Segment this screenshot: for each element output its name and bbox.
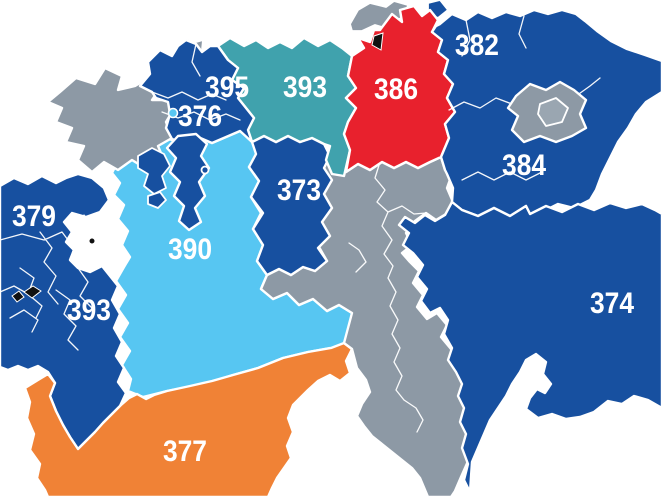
region-376-enclave-dot[interactable] (200, 165, 210, 175)
lake-zurich-bit (371, 32, 384, 51)
region-395[interactable] (138, 38, 256, 145)
gray-inner-enclave (537, 97, 569, 127)
region-376-enclave[interactable] (147, 191, 167, 209)
label-374: 374 (590, 285, 634, 319)
region-376[interactable] (165, 132, 211, 232)
region-376-piece-west[interactable] (137, 147, 171, 195)
label-395: 395 (205, 69, 249, 103)
region-386[interactable] (342, 4, 457, 174)
label-386: 386 (374, 71, 418, 105)
label-393-north: 393 (283, 69, 327, 103)
region-labels: 395 376 393 386 382 384 373 379 390 393 … (12, 27, 634, 467)
label-373: 373 (277, 172, 321, 206)
region-gray-northwest[interactable] (46, 66, 174, 174)
label-393-west: 393 (67, 292, 111, 326)
label-390: 390 (168, 231, 212, 265)
label-377: 377 (163, 433, 207, 467)
label-382: 382 (455, 27, 499, 61)
label-376-marker-dot (167, 107, 179, 119)
region-374[interactable] (397, 200, 662, 494)
lake-dot (88, 237, 96, 245)
label-384: 384 (502, 147, 546, 181)
label-376: 376 (178, 98, 222, 132)
label-379: 379 (12, 198, 56, 232)
lake-geneva-bits (11, 285, 42, 303)
